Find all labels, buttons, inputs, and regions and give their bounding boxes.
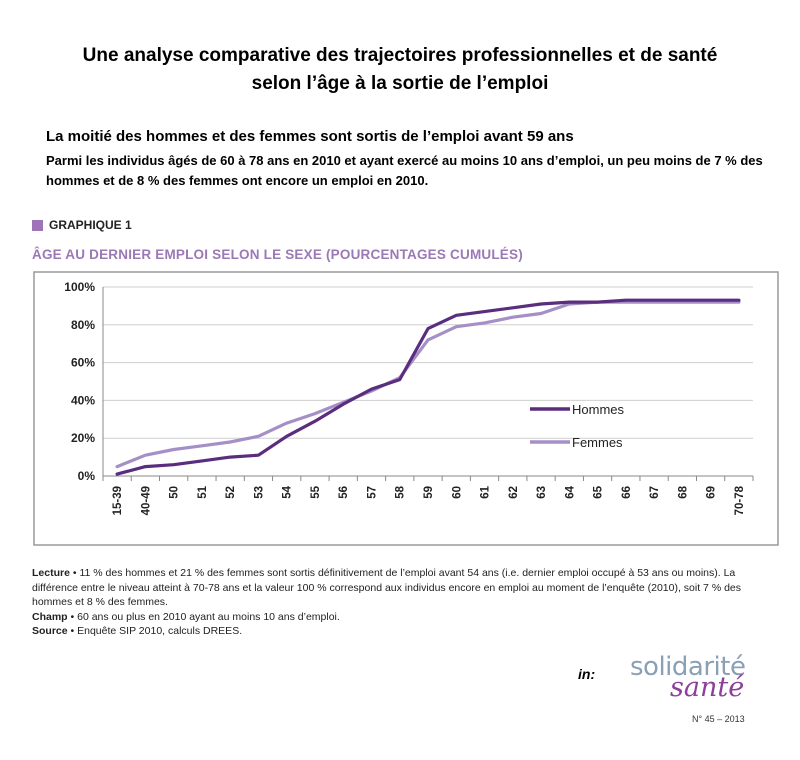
note-lecture-text: • 11 % des hommes et 21 % des femmes son… xyxy=(32,567,741,608)
x-tick-label: 51 xyxy=(197,485,209,498)
y-tick-label: 0% xyxy=(78,469,96,483)
x-tick-label: 50 xyxy=(169,486,181,499)
series-line-femmes xyxy=(115,300,741,469)
y-tick-label: 100% xyxy=(64,280,95,294)
x-tick-label: 67 xyxy=(649,486,661,499)
x-tick-label: 68 xyxy=(677,485,689,498)
y-tick-label: 20% xyxy=(71,431,95,445)
x-tick-label: 60 xyxy=(451,486,463,499)
graph-label-text: GRAPHIQUE 1 xyxy=(49,218,132,232)
x-tick-label: 65 xyxy=(593,485,605,498)
subheading: La moitié des hommes et des femmes sont … xyxy=(46,128,574,145)
x-tick-label: 58 xyxy=(395,485,407,498)
title-line-2: selon l’âge à la sortie de l’emploi xyxy=(251,73,549,94)
note-source-label: Source xyxy=(32,625,68,637)
note-source: Source • Enquête SIP 2010, calculs DREES… xyxy=(32,624,772,639)
issue-number: N° 45 – 2013 xyxy=(692,714,745,724)
chart-title: ÂGE AU DERNIER EMPLOI SELON LE SEXE (POU… xyxy=(32,247,523,262)
y-tick-label: 40% xyxy=(71,393,95,407)
y-tick-label: 60% xyxy=(71,356,95,370)
note-lecture-label: Lecture xyxy=(32,567,70,579)
y-tick-label: 80% xyxy=(71,318,95,332)
x-tick-label: 57 xyxy=(366,486,378,499)
graph-label: GRAPHIQUE 1 xyxy=(32,218,132,232)
x-tick-label: 59 xyxy=(423,486,435,499)
chart-frame xyxy=(33,271,779,546)
solidarite-sante-logo: solidarité santé N° 45 – 2013 xyxy=(630,652,780,732)
x-tick-label: 66 xyxy=(621,486,633,499)
note-champ-text: • 60 ans ou plus en 2010 ayant au moins … xyxy=(70,610,340,623)
x-tick-label: 54 xyxy=(282,485,294,498)
x-tick-label: 53 xyxy=(253,486,265,499)
legend-label: Hommes xyxy=(572,402,625,417)
legend-label: Femmes xyxy=(572,435,623,450)
intro-text: Parmi les individus âgés de 60 à 78 ans … xyxy=(46,153,763,188)
x-tick-label: 64 xyxy=(564,485,576,498)
x-tick-label: 69 xyxy=(706,486,718,499)
note-lecture: Lecture • 11 % des hommes et 21 % des fe… xyxy=(32,566,772,610)
logo-line-2: santé xyxy=(670,672,745,703)
x-tick-label: 61 xyxy=(480,485,492,498)
x-tick-label: 40-49 xyxy=(140,486,152,515)
note-champ: Champ • 60 ans ou plus en 2010 ayant au … xyxy=(32,610,772,625)
x-tick-label: 70-78 xyxy=(734,485,746,515)
series-line-hommes xyxy=(115,298,741,476)
purple-square-icon xyxy=(32,219,43,231)
page-title: Une analyse comparative des trajectoires… xyxy=(0,42,800,98)
x-tick-label: 56 xyxy=(338,486,350,499)
title-line-1: Une analyse comparative des trajectoires… xyxy=(82,45,718,66)
line-chart: 0% 20% 40% 60% 80% 100% 15-39 40-49 50 51 52 53 54 55… xyxy=(33,271,779,546)
in-label: in: xyxy=(578,666,596,682)
x-tick-label: 15-39 xyxy=(112,486,124,515)
note-champ-label: Champ xyxy=(32,610,68,623)
x-tick-label: 62 xyxy=(508,486,520,499)
note-source-text: • Enquête SIP 2010, calculs DREES. xyxy=(70,625,243,637)
logo-line-1: solidarité xyxy=(630,652,746,682)
x-tick-label: 63 xyxy=(536,486,548,499)
x-tick-label: 52 xyxy=(225,486,237,499)
chart-notes: Lecture • 11 % des hommes et 21 % des fe… xyxy=(32,566,772,639)
x-tick-label: 55 xyxy=(310,485,322,498)
